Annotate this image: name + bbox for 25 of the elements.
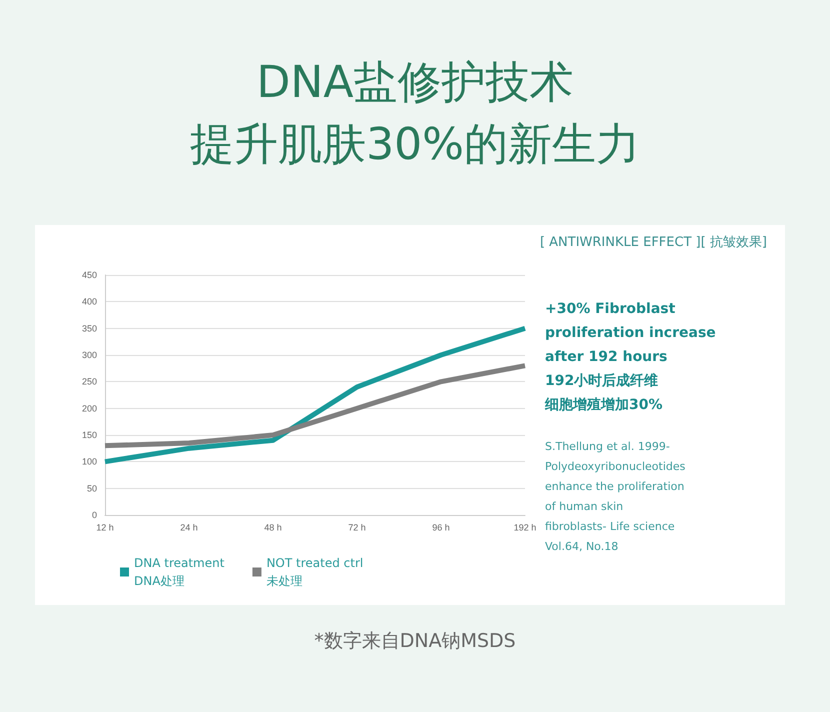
y-tick-label: 150 [82,430,97,440]
chart-title: DNA盐修护技术 [256,56,574,110]
x-tick-label: 48 h [264,522,282,532]
x-tick-label: 192 h [514,522,536,532]
legend-label: NOT treated ctrl 未处理 [266,556,364,588]
text: *数字来自DNA钠MSDS [313,629,517,654]
legend-label: DNA treatment DNA处理 [134,556,225,588]
text: S.Thellung et al. 1999- Polydeoxyribonucleotides enhance the proliferation of human skin fibroblasts- Life science Vol.64, No.18 [545,439,686,555]
x-tick-label: 12 h [96,522,114,532]
y-tick-label: 450 [82,270,97,280]
text: 提升肌肤30%的新生力 [189,118,641,172]
y-tick-label: 100 [82,456,97,467]
y-tick-label: 0 [92,510,97,520]
y-tick-label: 400 [82,296,97,307]
x-tick-label: 24 h [180,522,198,532]
y-tick-label: 250 [82,376,97,387]
text: +30% Fibroblast proliferation increase after 192 hours [545,300,716,367]
y-tick-label: 300 [82,350,97,360]
y-tick-label: 350 [82,323,97,334]
y-tick-label: 200 [82,403,97,414]
x-tick-label: 96 h [432,522,450,532]
x-tick-label: 72 h [348,522,366,532]
text: [ ANTIWRINKLE EFFECT ][ 抗皱效果] [540,234,767,251]
text: 192小时后成纤维细胞增殖增加30% [545,372,664,415]
y-tick-label: 50 [86,483,97,494]
